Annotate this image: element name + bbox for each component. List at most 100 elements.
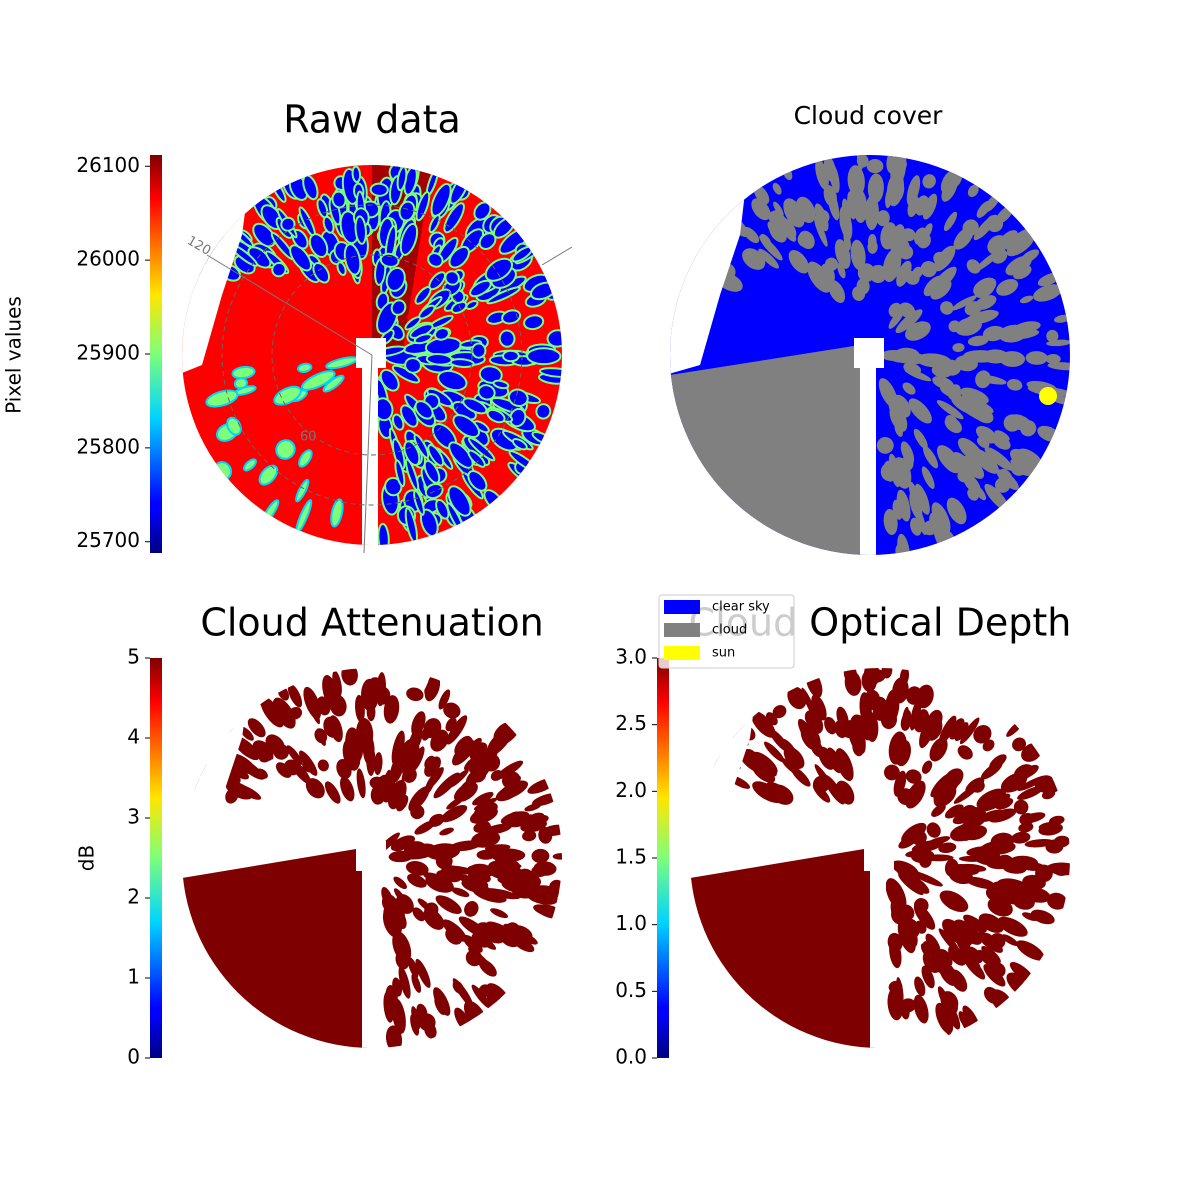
sky-pattern [476, 849, 496, 860]
sky-pattern [1049, 815, 1065, 826]
sky-pattern [998, 357, 1021, 364]
sky-pattern [295, 478, 310, 503]
sky-pattern [393, 876, 407, 890]
colorbar-tick-label: 3.0 [615, 645, 647, 669]
sky-pattern [922, 445, 939, 469]
sky-pattern [910, 517, 922, 536]
sky-pattern [943, 211, 958, 232]
sky-pattern [1006, 719, 1024, 737]
sky-pattern [897, 919, 916, 954]
sky-pattern [773, 201, 784, 217]
sky-pattern [444, 865, 474, 875]
sky-pattern [1010, 459, 1032, 476]
sky-pattern [247, 718, 266, 738]
sky-pattern [1002, 863, 1027, 874]
sky-pattern [418, 304, 436, 320]
sky-pattern [433, 327, 450, 341]
sky-pattern [437, 369, 468, 392]
sky-pattern [300, 370, 336, 391]
sky-pattern [1000, 468, 1013, 480]
sky-pattern [273, 385, 302, 406]
sky-pattern [987, 897, 1013, 917]
sky-pattern [258, 748, 274, 763]
sky-pattern [977, 949, 997, 968]
sky-pattern [939, 890, 969, 912]
sky-pattern [876, 210, 890, 227]
sky-pattern [478, 365, 503, 384]
sky-pattern [423, 459, 441, 484]
sky-pattern [471, 768, 487, 783]
sky-pattern [973, 277, 997, 297]
sky-pattern [414, 400, 434, 420]
sky-pattern [920, 261, 937, 278]
sky-pattern [465, 300, 479, 310]
colorbar-tick-label: 0 [127, 1045, 140, 1069]
sky-pattern [1016, 448, 1043, 469]
sky-pattern [495, 760, 524, 780]
sky-pattern [945, 414, 958, 427]
sky-pattern [471, 984, 492, 1009]
sky-pattern [915, 353, 952, 368]
sky-pattern [811, 694, 827, 721]
sky-pattern [390, 299, 407, 316]
sky-pattern [280, 216, 296, 232]
sky-pattern [413, 333, 433, 345]
sky-pattern [1006, 379, 1023, 391]
sky-pattern [414, 820, 436, 835]
sky-pattern [467, 470, 488, 492]
sky-pattern [1020, 812, 1046, 824]
sky-pattern [486, 408, 506, 424]
sky-pattern [954, 722, 969, 741]
sky-pattern [827, 188, 840, 221]
colorbar-tick-label: 2.0 [615, 778, 647, 802]
sky-pattern [900, 998, 916, 1013]
sky-pattern [750, 710, 776, 738]
sky-pattern [837, 262, 846, 279]
mask [870, 858, 886, 1048]
sky-pattern [981, 453, 995, 465]
sky-pattern [983, 986, 1000, 1004]
sky-pattern [978, 913, 1004, 933]
colorbar-label: Pixel values [2, 296, 26, 414]
sky-pattern [957, 745, 973, 760]
sky-pattern [471, 933, 489, 948]
sky-pattern [1012, 737, 1027, 752]
sky-pattern [1011, 831, 1031, 844]
panel-title: Cloud cover [794, 101, 944, 130]
sky-pattern [1001, 934, 1019, 946]
sky-pattern [392, 977, 403, 997]
sky-pattern [883, 764, 900, 781]
sky-image [182, 165, 562, 545]
legend-swatch [664, 623, 700, 637]
sky-pattern [922, 174, 936, 189]
sky-pattern [451, 887, 470, 898]
colorbar-tick-label: 3 [127, 805, 140, 829]
sky-pattern [899, 245, 914, 260]
polar-grid [271, 254, 473, 456]
sky-pattern [443, 202, 465, 234]
sky-pattern [892, 157, 907, 171]
sky-pattern [415, 958, 431, 988]
sky-pattern [942, 991, 958, 1014]
sky-pattern [901, 228, 916, 242]
sky-pattern [239, 726, 254, 741]
sky-pattern [770, 210, 787, 230]
sky-pattern [891, 860, 919, 878]
sky-pattern [1020, 249, 1040, 263]
mask [864, 841, 894, 871]
colorbar [657, 658, 669, 1058]
sky-pattern [362, 739, 370, 752]
sky-pattern [931, 804, 946, 817]
sky-pattern [944, 804, 964, 819]
sky-pattern [910, 870, 943, 887]
sky-pattern [272, 697, 296, 729]
mask [356, 841, 386, 871]
sky-pattern [1013, 265, 1032, 280]
sky-pattern [407, 957, 419, 979]
sky-pattern [1046, 862, 1070, 876]
sky-pattern [415, 191, 431, 222]
sky-pattern [908, 398, 932, 424]
sky-pattern [907, 195, 920, 218]
colorbar-label: dB [75, 845, 99, 871]
sky-pattern [462, 397, 488, 415]
